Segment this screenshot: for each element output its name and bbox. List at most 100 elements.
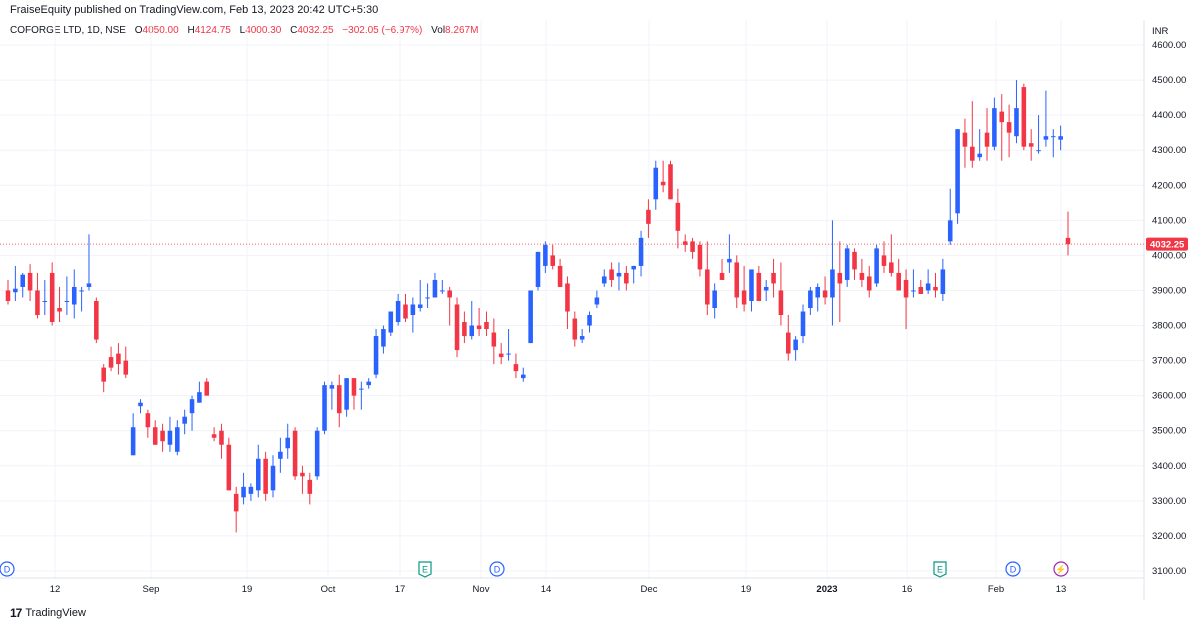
candle-body xyxy=(373,336,379,375)
candle xyxy=(175,420,180,456)
price-axis[interactable]: 3100.00 3200.00 3300.00 3400.00 3500.00 3600.… xyxy=(1152,40,1186,577)
candle-body xyxy=(219,430,224,445)
candle-body xyxy=(903,279,909,298)
candle xyxy=(535,251,541,291)
time-axis[interactable]: 12 Sep 19 Oct 17 Nov 14 Dec 19 2023 16 Feb 13 xyxy=(50,584,1067,595)
dividend-marker-icon[interactable]: D xyxy=(1005,561,1021,577)
candle-body xyxy=(476,325,482,330)
candle-body xyxy=(955,129,960,214)
candle xyxy=(749,269,754,312)
candle xyxy=(1050,129,1056,158)
candle xyxy=(307,472,313,505)
candle xyxy=(734,255,740,308)
candle xyxy=(226,437,232,491)
candle xyxy=(211,427,217,442)
grid-lines xyxy=(0,20,1144,578)
candle xyxy=(660,160,666,193)
marker-label: E xyxy=(422,565,428,575)
candle xyxy=(705,241,710,316)
candle-body xyxy=(543,244,548,266)
last-price-text: 4032.25 xyxy=(1150,240,1185,251)
candle-body xyxy=(1021,87,1027,147)
candle xyxy=(189,395,195,431)
candle xyxy=(359,381,364,410)
candle xyxy=(101,364,106,393)
candle xyxy=(285,423,291,459)
candle-body xyxy=(616,272,622,277)
candle-body xyxy=(528,290,533,344)
candle-body xyxy=(727,258,732,263)
candle-body xyxy=(410,304,416,316)
candle-body xyxy=(440,290,445,292)
candle-body xyxy=(454,304,460,351)
dividend-marker-icon[interactable]: D xyxy=(489,561,505,577)
candles-group xyxy=(5,80,1071,533)
candle-body xyxy=(123,360,129,375)
earnings-marker-icon[interactable]: E xyxy=(418,561,432,578)
candle xyxy=(491,318,497,365)
candle-body xyxy=(20,274,26,287)
candle-body xyxy=(1058,136,1063,140)
candle-body xyxy=(587,315,592,326)
candle xyxy=(373,329,379,379)
candle xyxy=(992,97,997,151)
candle xyxy=(1058,125,1063,151)
candle-body xyxy=(1065,237,1071,245)
candle xyxy=(520,367,526,382)
candle xyxy=(86,234,92,291)
candle-body xyxy=(999,111,1005,123)
earnings-marker-icon[interactable]: E xyxy=(933,561,947,578)
candle xyxy=(20,272,26,298)
candle xyxy=(263,451,268,501)
candle xyxy=(292,427,298,480)
candle-body xyxy=(300,472,305,477)
change-value: −302.05 (−6.97%) xyxy=(342,25,423,36)
candle-body xyxy=(660,181,666,186)
candle-body xyxy=(432,279,438,298)
candle xyxy=(167,416,173,452)
candle-body xyxy=(793,339,798,351)
candle xyxy=(911,269,916,298)
candle xyxy=(970,101,975,168)
candle-body xyxy=(329,385,335,389)
candle-body xyxy=(35,290,40,316)
candle-body xyxy=(675,202,681,231)
candle-body xyxy=(152,427,158,445)
candle-body xyxy=(749,269,754,301)
candle xyxy=(1043,90,1049,147)
candle-body xyxy=(314,430,320,477)
candle-body xyxy=(712,290,717,308)
candle xyxy=(955,129,960,224)
footer-brand[interactable]: 17 TradingView xyxy=(10,606,86,620)
low-value: 4000.30 xyxy=(245,25,282,36)
candle xyxy=(668,160,673,200)
candle-body xyxy=(248,486,254,494)
candle-body xyxy=(5,290,11,301)
candle xyxy=(329,381,335,410)
split-marker-icon[interactable]: ⚡ xyxy=(1053,561,1069,577)
x-tick-label: Sep xyxy=(143,584,160,595)
candle-body xyxy=(579,336,585,340)
candle xyxy=(395,293,401,326)
candle-body xyxy=(182,416,187,424)
candle-body xyxy=(992,108,997,147)
high-key: H xyxy=(187,25,195,36)
candle xyxy=(763,279,769,301)
candle xyxy=(697,241,703,277)
candle xyxy=(999,94,1005,161)
volume-value: 8.267M xyxy=(445,25,479,36)
candle-body xyxy=(1043,136,1049,140)
candle xyxy=(506,329,511,361)
candle-body xyxy=(498,353,504,358)
candle xyxy=(896,258,901,291)
y-tick-label: 4200.00 xyxy=(1152,180,1186,191)
candle-body xyxy=(822,290,828,298)
x-tick-label: 12 xyxy=(50,584,61,595)
dividend-marker-icon[interactable]: D xyxy=(0,561,15,577)
candle xyxy=(476,308,482,337)
candle xyxy=(13,265,18,301)
candle xyxy=(594,290,600,308)
candle xyxy=(543,241,548,273)
open-key: O xyxy=(134,25,143,36)
